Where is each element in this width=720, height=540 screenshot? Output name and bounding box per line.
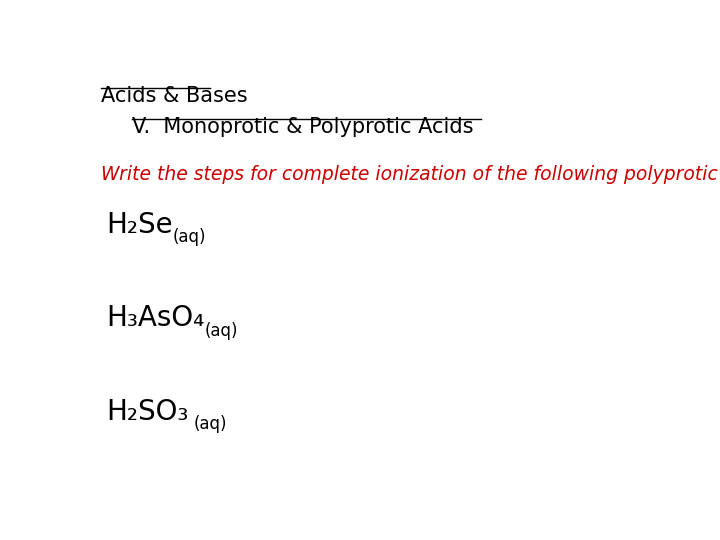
Text: Write the steps for complete ionization of the following polyprotic acids:: Write the steps for complete ionization …: [101, 165, 720, 184]
Text: V.  Monoprotic & Polyprotic Acids: V. Monoprotic & Polyprotic Acids: [132, 117, 473, 137]
Text: H₂SO₃: H₂SO₃: [107, 398, 189, 426]
Text: H₃AsO₄: H₃AsO₄: [107, 305, 205, 333]
Text: (aq): (aq): [193, 415, 227, 434]
Text: (aq): (aq): [204, 322, 238, 340]
Text: Acids & Bases: Acids & Bases: [101, 85, 248, 106]
Text: (aq): (aq): [173, 228, 206, 246]
Text: H₂Se: H₂Se: [107, 211, 174, 239]
